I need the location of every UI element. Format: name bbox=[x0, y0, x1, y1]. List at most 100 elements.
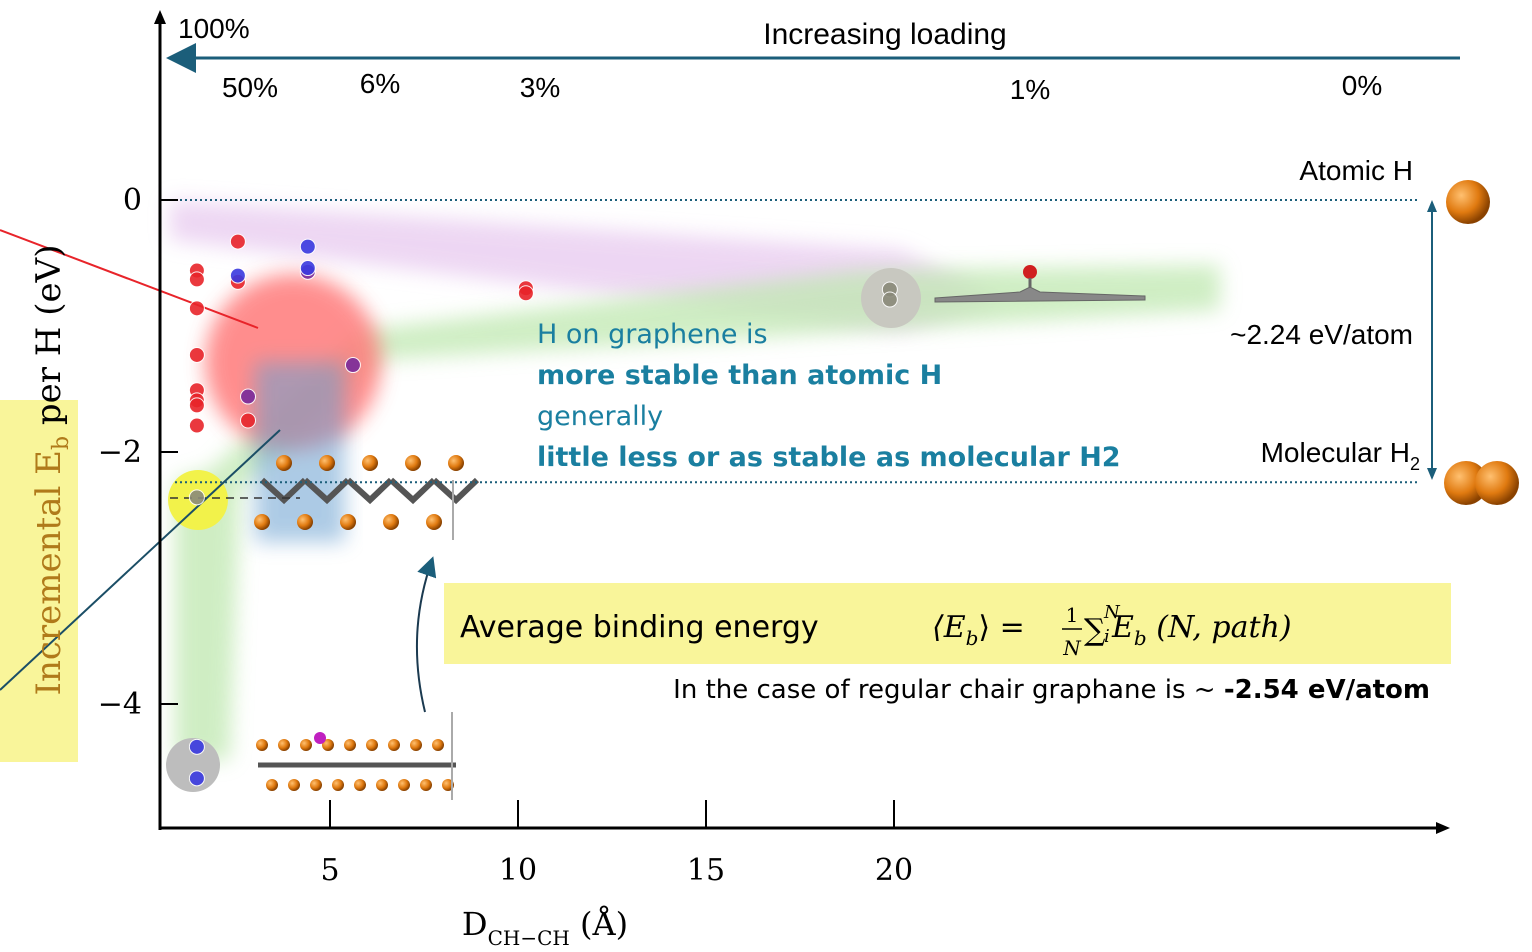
point bbox=[188, 489, 205, 506]
loading-level: 0% bbox=[1342, 70, 1382, 101]
molecules bbox=[254, 180, 1519, 800]
atom bbox=[340, 514, 356, 530]
atom bbox=[344, 739, 356, 751]
loading-level: 3% bbox=[520, 72, 560, 103]
point bbox=[344, 357, 361, 374]
y-tick-label: 0 bbox=[123, 183, 142, 218]
loading-level: 1% bbox=[1010, 74, 1050, 105]
atom bbox=[410, 739, 422, 751]
atom bbox=[1444, 461, 1488, 505]
label-highlight bbox=[0, 400, 78, 762]
loading-level: 6% bbox=[360, 68, 400, 99]
atom bbox=[297, 514, 313, 530]
text-part: b bbox=[49, 436, 74, 450]
x-axis-arrow bbox=[1436, 822, 1450, 834]
text-part: -2.54 eV/atom bbox=[1224, 675, 1430, 705]
sum-sup: N bbox=[1103, 602, 1121, 623]
point bbox=[229, 267, 246, 284]
text-part: Molecular H bbox=[1261, 437, 1410, 468]
atom bbox=[354, 779, 366, 791]
atom bbox=[432, 739, 444, 751]
point bbox=[188, 738, 205, 755]
atom bbox=[376, 779, 388, 791]
text-part: 2 bbox=[1410, 454, 1420, 474]
x-tick-label: 20 bbox=[875, 853, 913, 888]
bond bbox=[259, 477, 308, 505]
atom bbox=[314, 732, 326, 744]
formula-box bbox=[444, 583, 1451, 664]
point bbox=[517, 285, 534, 302]
blue-blob bbox=[255, 362, 345, 542]
x-tick-label: 15 bbox=[687, 853, 725, 888]
atom bbox=[388, 739, 400, 751]
point bbox=[188, 417, 205, 434]
atom bbox=[332, 779, 344, 791]
atom bbox=[322, 739, 334, 751]
image-edge bbox=[451, 712, 453, 800]
sum-sign: ∑ bbox=[1084, 613, 1106, 648]
text-part: b bbox=[1134, 626, 1147, 650]
atom bbox=[278, 739, 290, 751]
atom bbox=[405, 455, 421, 471]
bond bbox=[431, 477, 480, 505]
text-part: b bbox=[966, 626, 979, 650]
fraction-num: 1 bbox=[1066, 603, 1079, 627]
reference-label: Atomic H bbox=[1299, 155, 1413, 186]
pointer-line bbox=[0, 229, 259, 329]
note: In the case of regular chair graphane is… bbox=[673, 675, 1430, 705]
point bbox=[188, 271, 205, 288]
bond bbox=[345, 477, 394, 505]
y-axis-label: Incremental Eb per H (eV) bbox=[29, 245, 74, 696]
atom bbox=[420, 779, 432, 791]
point bbox=[229, 233, 246, 250]
point bbox=[299, 260, 316, 277]
text-part: In the case of regular chair graphane is… bbox=[673, 675, 1224, 705]
point bbox=[188, 770, 205, 787]
point bbox=[881, 291, 898, 308]
atom bbox=[1446, 180, 1490, 224]
point bbox=[240, 412, 257, 429]
loading-top: 100% bbox=[178, 13, 250, 44]
bond bbox=[388, 477, 437, 505]
gray-spot bbox=[166, 738, 220, 792]
y-tick-label: −4 bbox=[98, 687, 142, 722]
y-tick-label: −2 bbox=[98, 435, 142, 470]
text-part: E bbox=[1111, 610, 1134, 645]
atom bbox=[426, 514, 442, 530]
x-tick-label: 5 bbox=[320, 853, 339, 888]
curved-arrow bbox=[415, 556, 437, 713]
x-axis-label: DCH−CH (Å) bbox=[462, 905, 628, 950]
point bbox=[188, 300, 205, 317]
atom bbox=[254, 514, 270, 530]
atom bbox=[266, 779, 278, 791]
atom bbox=[300, 739, 312, 751]
message-line: little less or as stable as molecular H2 bbox=[537, 442, 1121, 473]
loading-arrow-label: Increasing loading bbox=[763, 18, 1007, 51]
formula: ⟨Eb⟩ = bbox=[932, 610, 1025, 650]
fraction-den: N bbox=[1062, 636, 1082, 660]
loading-level: 50% bbox=[222, 72, 278, 103]
atom bbox=[276, 455, 292, 471]
atom bbox=[319, 455, 335, 471]
atom bbox=[448, 455, 464, 471]
image-edge bbox=[452, 480, 454, 540]
text-part: ⟨E bbox=[932, 610, 966, 645]
pointer-line bbox=[0, 429, 281, 691]
point bbox=[240, 388, 257, 405]
graphene-sheet bbox=[934, 286, 1146, 303]
reference-label: Molecular H2 bbox=[1261, 437, 1420, 474]
text-part: D bbox=[462, 905, 488, 943]
atom bbox=[310, 779, 322, 791]
x-tick-label: 10 bbox=[499, 853, 537, 888]
gap-label: ~2.24 eV/atom bbox=[1230, 319, 1413, 350]
y-axis-arrow bbox=[154, 10, 166, 24]
message-line: generally bbox=[537, 401, 663, 432]
atom bbox=[398, 779, 410, 791]
atom bbox=[288, 779, 300, 791]
atom bbox=[1475, 461, 1519, 505]
formula-term: Eb (N, path) bbox=[1111, 610, 1292, 650]
text-part: (N, path) bbox=[1147, 610, 1292, 645]
text-part: CH−CH bbox=[488, 926, 570, 950]
point bbox=[299, 238, 316, 255]
